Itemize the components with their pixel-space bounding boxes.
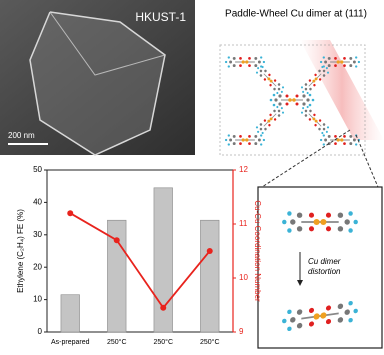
y2-tick-label: 9 xyxy=(239,327,244,336)
sem-label: HKUST-1 xyxy=(135,10,186,24)
point xyxy=(67,210,73,216)
y-tick-label: 50 xyxy=(33,165,42,174)
inset-caption: distortion xyxy=(308,267,341,276)
structure-title: Paddle-Wheel Cu dimer at (111) xyxy=(225,9,367,20)
y-axis-label: Ethylene (C₂H₄) FE (%) xyxy=(16,209,25,293)
point xyxy=(207,248,213,254)
structure: Paddle-Wheel Cu dimer at (111) xyxy=(220,9,384,187)
y-tick-label: 30 xyxy=(33,230,42,239)
x-tick-label: As-prepared xyxy=(51,339,90,346)
y-tick-label: 40 xyxy=(33,198,42,207)
point xyxy=(160,305,166,311)
y2-tick-label: 12 xyxy=(239,165,248,174)
y-tick-label: 20 xyxy=(33,262,42,271)
scale-bar-label: 200 nm xyxy=(8,131,35,140)
y2-tick-label: 10 xyxy=(239,273,248,282)
y-tick-label: 10 xyxy=(33,295,42,304)
x-tick-label: 250°C xyxy=(107,338,127,346)
x-tick-label: 250°C xyxy=(200,338,220,346)
sem-image: HKUST-1 200 nm xyxy=(0,0,195,155)
chart: 0 10 20 30 40 50 9 10 11 12 Ethylene (C₂H₄) FE (%)… xyxy=(16,165,262,346)
inset-caption: Cu dimer xyxy=(308,257,341,266)
inset: Cu dimer distortion xyxy=(258,187,382,348)
figure: HKUST-1 200 nm Paddle-Wheel Cu dimer at … xyxy=(0,0,384,350)
y-tick-label: 0 xyxy=(38,327,43,336)
point xyxy=(114,237,120,243)
x-tick-label: 250°C xyxy=(153,338,173,346)
bar xyxy=(61,295,80,332)
bar xyxy=(200,220,219,332)
y2-axis-label: Cu-Cu Coordination Number xyxy=(253,200,262,302)
line xyxy=(70,213,210,308)
y2-tick-label: 11 xyxy=(239,219,248,228)
